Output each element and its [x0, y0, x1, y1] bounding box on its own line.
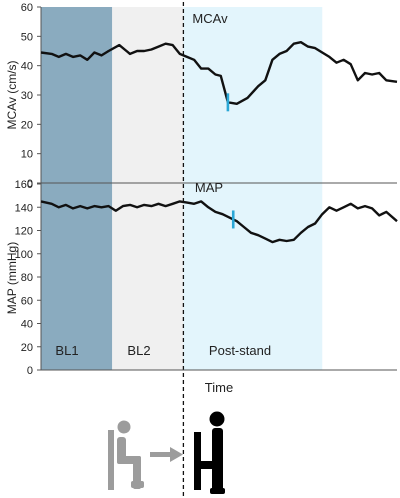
seated-person-icon	[108, 420, 144, 490]
y-tick-label: 60	[21, 295, 33, 307]
arrow-right-icon	[150, 447, 183, 462]
phase-bl2-label: BL2	[127, 343, 150, 358]
x-axis-label: Time	[205, 380, 233, 395]
map-y-ticks: 0 20 40 60 80 100 120 140 160	[15, 179, 41, 377]
y-tick-label: 20	[21, 119, 33, 131]
mcav-trace	[40, 41, 398, 105]
phase-bl1-band	[41, 7, 113, 370]
phase-post-stand-label: Post-stand	[209, 343, 271, 358]
map-y-label: MAP (mmHg)	[5, 242, 19, 314]
y-tick-label: 120	[15, 226, 33, 238]
y-tick-label: 20	[21, 342, 33, 354]
y-tick-label: 100	[15, 249, 33, 261]
mcav-y-label: MCAv (cm/s)	[5, 60, 19, 129]
y-tick-label: 30	[21, 90, 33, 102]
mcav-y-ticks: 0 10 20 30 40 50 60	[21, 2, 41, 190]
y-tick-label: 40	[21, 319, 33, 331]
phase-bl2-band	[112, 7, 184, 370]
map-title: MAP	[195, 180, 223, 195]
y-tick-label: 80	[21, 272, 33, 284]
y-tick-label: 0	[27, 365, 33, 377]
phase-bl1-label: BL1	[55, 343, 78, 358]
map-trace	[40, 200, 398, 244]
mcav-title: MCAv	[192, 11, 228, 26]
y-tick-label: 140	[15, 202, 33, 214]
y-tick-label: 160	[15, 179, 33, 191]
standing-person-icon	[194, 411, 225, 494]
y-tick-label: 0	[27, 178, 33, 190]
y-tick-label: 50	[21, 31, 33, 43]
y-tick-label: 60	[21, 2, 33, 14]
y-tick-label: 10	[21, 149, 33, 161]
y-tick-label: 40	[21, 61, 33, 73]
